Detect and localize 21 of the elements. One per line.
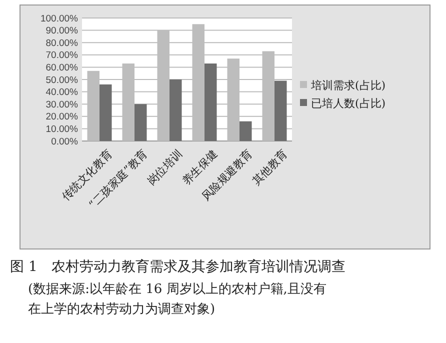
bar — [170, 80, 182, 141]
bar — [134, 104, 147, 141]
bar — [204, 64, 217, 141]
bar — [274, 80, 287, 141]
bar — [100, 84, 112, 141]
y-tick-label: 0.00% — [51, 136, 79, 148]
y-tick-label: 70.00% — [46, 50, 79, 62]
y-tick-label: 40.00% — [46, 87, 79, 98]
text: (数据来源:以年龄在 16 周岁以上的农村户籍,且没有在上学的农村劳动力为调查对象) — [28, 282, 326, 317]
y-tick-label: 10.00% — [46, 124, 79, 136]
y-tick-label: 80.00% — [46, 38, 79, 49]
y-tick-label: 50.00% — [46, 74, 79, 86]
y-tick-label: 100.00% — [40, 13, 79, 24]
legend-label: 已培人数(占比) — [311, 96, 386, 110]
y-tick-label: 90.00% — [46, 26, 79, 37]
y-tick-label: 30.00% — [46, 99, 79, 110]
y-tick-label: 20.00% — [46, 112, 79, 123]
text: 图 1 农村劳动力教育需求及其参加教育培训情况调查 — [10, 258, 346, 275]
y-tick-label: 60.00% — [46, 62, 79, 74]
bar — [240, 121, 252, 141]
legend-label: 培训需求(占比) — [310, 78, 386, 92]
